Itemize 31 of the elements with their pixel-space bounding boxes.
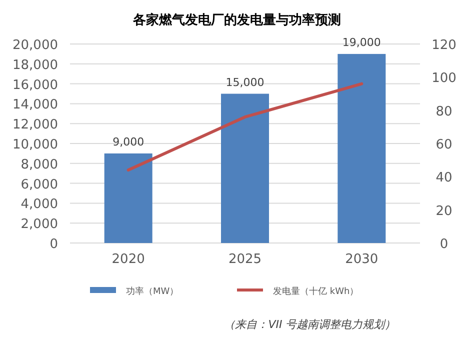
y-tick-label: 10,000	[12, 138, 58, 152]
y-tick-label: 16,000	[12, 78, 58, 93]
legend-label: 功率（MW）	[126, 286, 179, 297]
y-tick-label: 0	[50, 237, 58, 252]
y-tick-label: 2,000	[20, 217, 58, 232]
y-tick-label: 12,000	[12, 118, 58, 133]
text: （来自：VII 号越南调整电力规划）	[224, 318, 396, 331]
chart-title: 各家燃气发电厂的发电量与功率预测	[132, 12, 341, 28]
y-tick-label: 18,000	[12, 58, 58, 73]
y2-tick-label: 60	[436, 138, 452, 152]
y-tick-label: 20,000	[12, 38, 58, 53]
data-label: 19,000	[342, 36, 381, 49]
y-tick-label: 8,000	[20, 157, 58, 172]
bar	[221, 94, 269, 243]
bar	[338, 54, 386, 243]
y2-tick-label: 80	[436, 104, 452, 120]
y-tick-label: 4,000	[20, 197, 58, 212]
y2-tick-label: 0	[440, 237, 448, 252]
data-label: 15,000	[226, 76, 264, 89]
y2-tick-label: 100	[432, 71, 456, 86]
y-tick-label: 6,000	[20, 177, 58, 192]
y2-tick-label: 40	[436, 170, 452, 186]
bar	[104, 153, 152, 243]
legend-label: 发电量（十亿 kWh）	[273, 286, 359, 297]
x-tick-label: 2020	[112, 252, 145, 267]
y-tick-label: 14,000	[12, 98, 58, 113]
x-tick-label: 2025	[228, 252, 262, 267]
y2-tick-label: 20	[436, 204, 452, 219]
data-label: 9,000	[112, 135, 144, 148]
x-tick-label: 2030	[345, 252, 378, 267]
y2-tick-label: 120	[432, 38, 456, 53]
